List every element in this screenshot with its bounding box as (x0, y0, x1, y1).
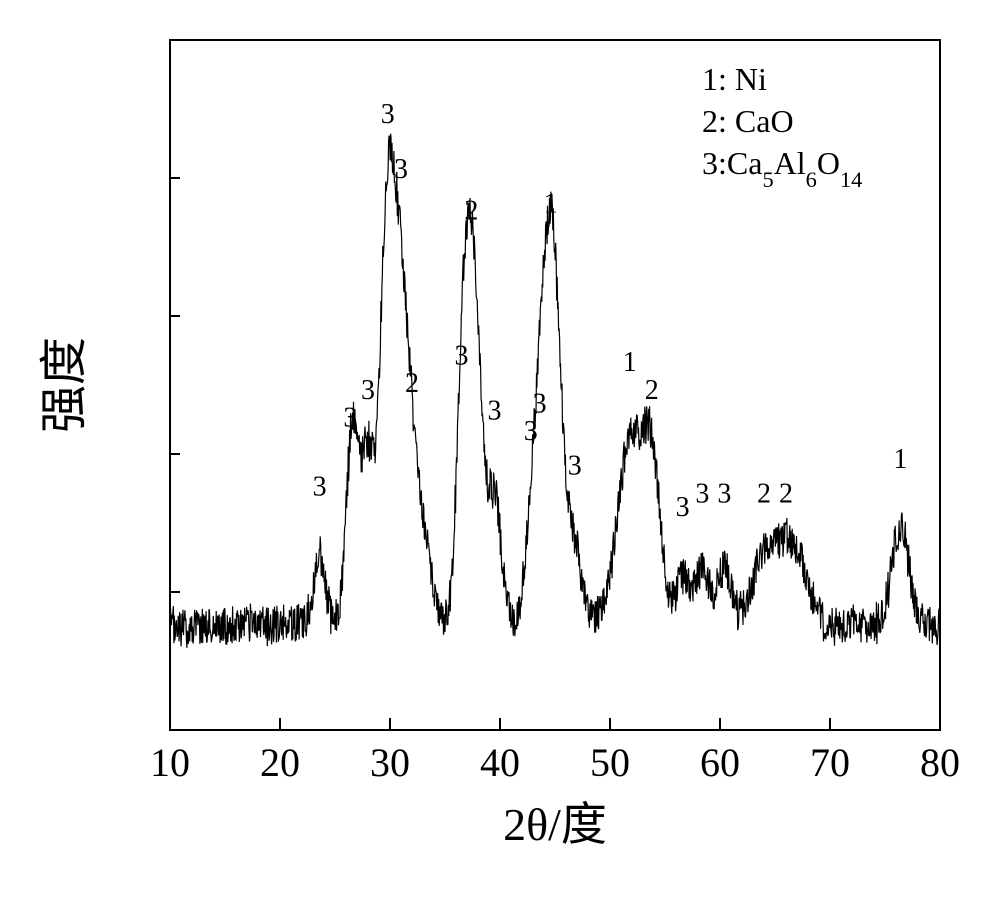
x-tick-label: 60 (700, 740, 740, 785)
peak-label: 2 (464, 195, 478, 226)
peak-label: 2 (645, 375, 659, 406)
x-tick-label: 10 (150, 740, 190, 785)
legend-item: 2: CaO (702, 103, 794, 139)
xrd-chart: 10203040506070802θ/度强度333332323331312333… (0, 0, 1000, 900)
x-axis-label: 2θ/度 (503, 799, 607, 850)
peak-label: 3 (717, 478, 731, 509)
y-axis-label: 强度 (38, 337, 91, 433)
peak-label: 3 (361, 375, 375, 406)
peak-label: 3 (313, 471, 327, 502)
x-tick-label: 20 (260, 740, 300, 785)
peak-label: 3 (381, 99, 395, 130)
x-tick-label: 40 (480, 740, 520, 785)
peak-label: 1 (623, 347, 637, 378)
peak-label: 3 (524, 416, 538, 447)
peak-label: 3 (488, 396, 502, 427)
peak-label: 3 (394, 154, 408, 185)
peak-label: 2 (757, 478, 771, 509)
legend-item: 1: Ni (702, 61, 767, 97)
peak-label: 3 (533, 389, 547, 420)
peak-label: 3 (676, 492, 690, 523)
x-tick-label: 70 (810, 740, 850, 785)
peak-label: 2 (405, 368, 419, 399)
peak-label: 3 (695, 478, 709, 509)
x-tick-label: 30 (370, 740, 410, 785)
peak-label: 3 (568, 451, 582, 482)
chart-svg: 10203040506070802θ/度强度333332323331312333… (0, 0, 1000, 900)
peak-label: 3 (343, 402, 357, 433)
peak-label: 2 (779, 478, 793, 509)
peak-label: 1 (893, 444, 907, 475)
x-tick-label: 50 (590, 740, 630, 785)
peak-label: 3 (455, 340, 469, 371)
x-tick-label: 80 (920, 740, 960, 785)
peak-label: 1 (544, 189, 558, 220)
